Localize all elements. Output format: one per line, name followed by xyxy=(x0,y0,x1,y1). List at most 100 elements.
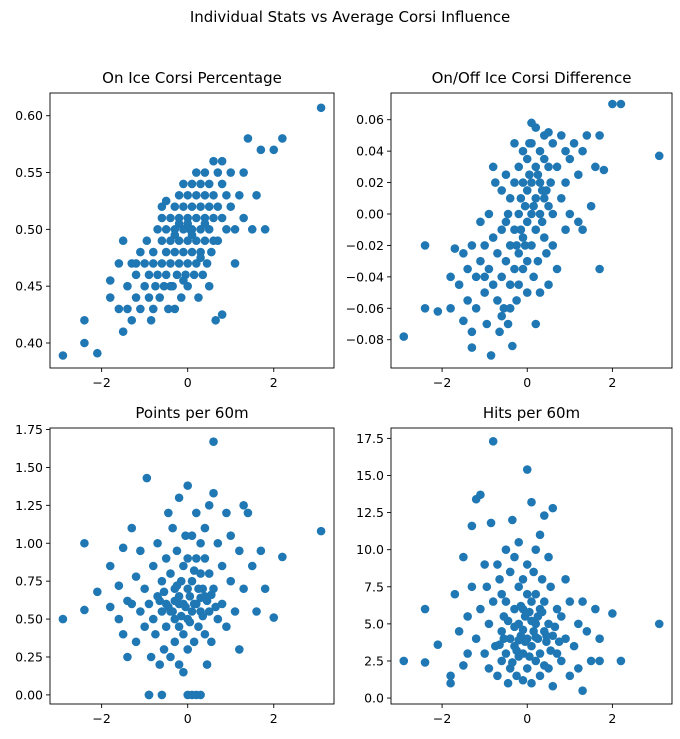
scatter-point xyxy=(239,168,248,177)
scatter-point xyxy=(484,209,494,219)
scatter-point xyxy=(269,613,279,622)
scatter-point xyxy=(316,526,326,536)
scatter-point xyxy=(505,193,515,203)
scatter-point xyxy=(569,641,579,651)
scatter-point xyxy=(278,134,287,143)
scatter-point xyxy=(269,145,279,155)
scatter-point xyxy=(196,253,205,263)
scatter-point xyxy=(176,611,186,621)
scatter-point xyxy=(183,584,192,594)
scatter-point xyxy=(420,604,430,614)
scatter-point xyxy=(118,543,128,553)
scatter-point xyxy=(148,614,158,624)
scatter-point xyxy=(230,259,240,268)
y-tick-label: 1.00 xyxy=(15,536,43,551)
axes-frame xyxy=(49,92,335,369)
scatter-point xyxy=(561,575,570,584)
y-tick-label: 0.75 xyxy=(15,574,43,589)
scatter-point xyxy=(142,236,152,246)
scatter-point xyxy=(552,604,562,614)
scatter-point xyxy=(226,531,236,540)
scatter-point xyxy=(491,178,500,187)
scatter-point xyxy=(183,554,192,563)
scatter-point xyxy=(140,622,149,631)
scatter-point xyxy=(153,225,162,234)
scatter-point xyxy=(508,515,517,525)
subplot-title: Points per 60m xyxy=(135,404,248,422)
scatter-point xyxy=(565,154,575,164)
scatter-point xyxy=(179,629,188,639)
scatter-point xyxy=(552,264,562,274)
scatter-point xyxy=(510,264,519,274)
scatter-point xyxy=(179,561,188,571)
scatter-point xyxy=(446,671,455,681)
scatter-point xyxy=(497,311,507,321)
scatter-points xyxy=(399,437,664,695)
scatter-point xyxy=(476,490,485,500)
scatter-point xyxy=(207,590,216,600)
scatter-point xyxy=(537,607,547,617)
scatter-point xyxy=(213,614,223,624)
scatter-point xyxy=(608,609,617,618)
scatter-point xyxy=(512,241,521,250)
scatter-point xyxy=(239,584,248,594)
scatter-point xyxy=(157,236,167,246)
scatter-point xyxy=(433,307,443,316)
scatter-point xyxy=(574,619,583,629)
scatter-point xyxy=(420,241,430,250)
y-tick-label: 1.25 xyxy=(15,498,43,513)
scatter-point xyxy=(222,508,231,518)
x-tick-label: 2 xyxy=(608,375,616,390)
scatter-point xyxy=(174,219,184,228)
x-tick-label: 2 xyxy=(270,711,278,726)
x-tick-label: −2 xyxy=(433,375,451,390)
scatter-point xyxy=(192,168,201,177)
scatter-point xyxy=(105,293,115,302)
scatter-point xyxy=(486,518,496,528)
scatter-point xyxy=(260,225,270,234)
scatter-point xyxy=(187,202,197,211)
scatter-point xyxy=(80,605,89,615)
y-tick-label: 0.50 xyxy=(15,222,43,237)
scatter-point xyxy=(217,156,227,166)
scatter-point xyxy=(222,225,231,234)
scatter-point xyxy=(480,288,489,297)
axes-frame xyxy=(390,92,673,369)
scatter-point xyxy=(217,310,227,319)
scatter-point xyxy=(204,607,214,616)
scatter-point xyxy=(204,569,214,578)
scatter-point xyxy=(118,236,128,246)
scatter-point xyxy=(561,634,570,644)
scatter-point xyxy=(503,616,513,626)
scatter-point xyxy=(467,343,477,352)
scatter-point xyxy=(482,319,492,329)
scatter-point xyxy=(550,622,560,632)
scatter-point xyxy=(546,178,555,187)
x-tick-label: −2 xyxy=(92,375,110,390)
scatter-point xyxy=(146,315,156,325)
scatter-point xyxy=(204,501,214,510)
scatter-point xyxy=(514,248,524,258)
scatter-point xyxy=(200,554,210,563)
scatter-point xyxy=(578,146,587,156)
scatter-point xyxy=(557,612,566,621)
scatter-point xyxy=(131,637,141,647)
scatter-point xyxy=(512,296,521,305)
scatter-point xyxy=(170,304,180,314)
scatter-point xyxy=(480,272,489,282)
figure-suptitle: Individual Stats vs Average Corsi Influe… xyxy=(190,8,510,26)
scatter-point xyxy=(467,327,477,337)
scatter-point xyxy=(527,641,536,651)
scatter-point xyxy=(557,656,566,666)
scatter-point xyxy=(239,501,248,510)
scatter-point xyxy=(161,225,171,234)
scatter-point xyxy=(209,437,218,446)
scatter-point xyxy=(488,280,498,290)
scatter-point xyxy=(561,225,570,235)
scatter-point xyxy=(525,607,534,617)
scatter-point xyxy=(535,530,545,540)
scatter-point xyxy=(226,202,236,211)
scatter-point xyxy=(142,473,152,483)
scatter-point xyxy=(582,131,592,140)
x-tick-label: 0 xyxy=(184,375,192,390)
